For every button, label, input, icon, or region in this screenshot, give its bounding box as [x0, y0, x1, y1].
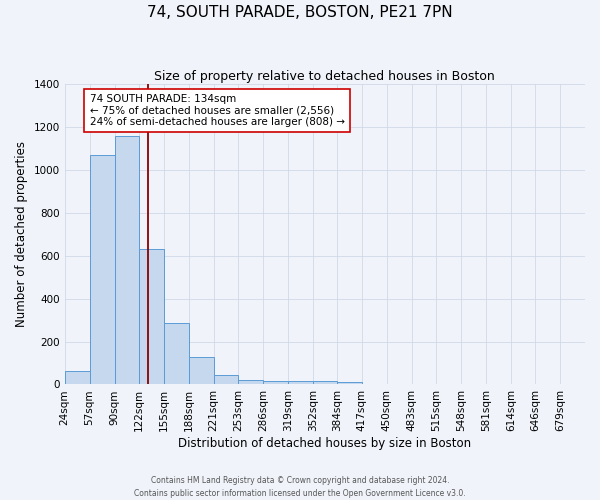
Title: Size of property relative to detached houses in Boston: Size of property relative to detached ho…: [154, 70, 495, 83]
Bar: [164, 324, 188, 384]
Bar: [288, 380, 313, 384]
Text: Contains HM Land Registry data © Crown copyright and database right 2024.
Contai: Contains HM Land Registry data © Crown c…: [134, 476, 466, 498]
Bar: [188, 356, 214, 384]
Bar: [115, 136, 139, 384]
Text: 74 SOUTH PARADE: 134sqm
← 75% of detached houses are smaller (2,556)
24% of semi: 74 SOUTH PARADE: 134sqm ← 75% of detache…: [89, 94, 344, 127]
Y-axis label: Number of detached properties: Number of detached properties: [15, 142, 28, 328]
Text: 74, SOUTH PARADE, BOSTON, PE21 7PN: 74, SOUTH PARADE, BOSTON, PE21 7PN: [147, 5, 453, 20]
Bar: [214, 375, 238, 384]
Bar: [139, 250, 164, 384]
X-axis label: Distribution of detached houses by size in Boston: Distribution of detached houses by size …: [178, 437, 472, 450]
Bar: [89, 155, 115, 384]
Bar: [313, 381, 337, 384]
Bar: [263, 381, 288, 384]
Bar: [337, 382, 362, 384]
Bar: [238, 380, 263, 384]
Bar: [65, 370, 89, 384]
